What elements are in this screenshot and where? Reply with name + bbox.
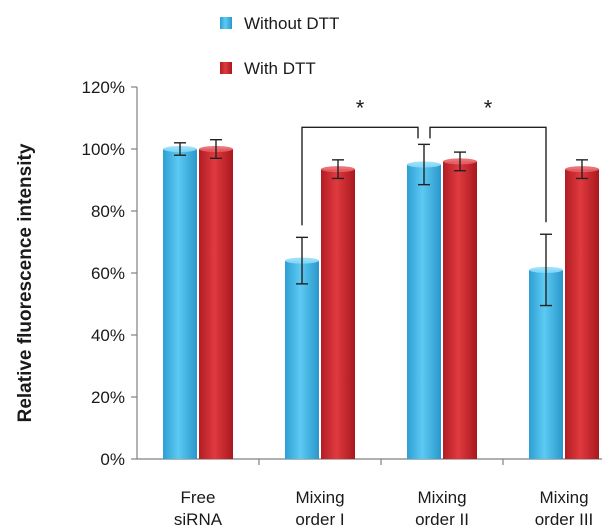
legend-swatch-with-dtt [220,62,232,74]
y-tick-label: 80% [91,202,125,221]
significance-bracket [301,126,419,226]
bar [565,169,599,459]
x-tick-label: Mixing order III [535,488,594,529]
significance-star: * [484,95,493,120]
tick-labels: 0% 20% 40% 60% 80% 100% 120% Free siRNA Mixing ord… [82,78,594,529]
bars [163,146,599,459]
y-tick-label: 60% [91,264,125,283]
x-tick-label: Mixing order I [295,488,344,529]
bar [285,260,319,459]
significance-brackets: * * [301,95,547,226]
error-bars [174,138,588,307]
significance-star: * [356,95,365,120]
bar [407,164,441,459]
bar [163,149,197,459]
legend-label-with-dtt: With DTT [244,59,316,78]
legend-label-without-dtt: Without DTT [244,14,339,33]
legend-swatch-without-dtt [220,17,232,29]
y-tick-label: 0% [100,450,125,469]
legend: Without DTT With DTT [220,14,339,78]
y-tick-label: 120% [82,78,125,97]
y-tick-label: 40% [91,326,125,345]
y-tick-label: 20% [91,388,125,407]
bar [321,169,355,459]
x-tick-label: Free siRNA [174,488,223,529]
significance-bracket [429,126,547,223]
bar [443,161,477,459]
y-tick-label: 100% [82,140,125,159]
x-tick-label: Mixing order II [415,488,469,529]
y-axis-label: Relative fluorescence intensity [15,143,36,422]
bar [199,149,233,459]
